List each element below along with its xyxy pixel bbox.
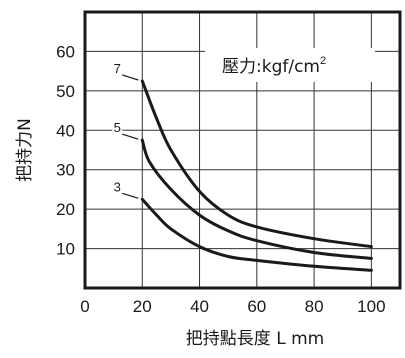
annotation-background <box>205 48 375 82</box>
annotation-main-text: 壓力:kgf/cm <box>222 57 320 77</box>
x-tick-label: 100 <box>357 297 385 316</box>
series-line-3 <box>140 197 373 272</box>
y-tick-label: 10 <box>56 240 75 259</box>
y-tick-label: 20 <box>56 200 75 219</box>
series-label-5: 5 <box>114 120 121 135</box>
series-line-5 <box>140 138 373 260</box>
series-leader-line <box>122 74 139 81</box>
plot-frame <box>83 10 402 290</box>
y-tick-label: 30 <box>56 161 75 180</box>
x-tick-label: 40 <box>190 297 209 316</box>
series-label-7: 7 <box>114 61 121 76</box>
y-tick-label: 60 <box>56 42 75 61</box>
annotation-superscript: 2 <box>320 55 326 67</box>
series-lines: 7 5 3 <box>111 61 373 272</box>
series-leader-line <box>122 192 139 199</box>
x-tick-labels: 0 20 40 60 80 100 <box>80 297 385 316</box>
x-tick-label: 20 <box>133 297 152 316</box>
series-line-7 <box>140 79 373 249</box>
series-leader-line <box>122 133 139 140</box>
y-axis-label: 把持力N <box>15 118 35 182</box>
x-tick-label: 0 <box>80 297 89 316</box>
y-tick-label: 40 <box>56 121 75 140</box>
series-label-3: 3 <box>114 179 121 194</box>
annotation: 壓力:kgf/cm2 <box>205 48 375 82</box>
x-axis-label: 把持點長度 L mm <box>186 329 324 349</box>
pressure-annotation: 壓力:kgf/cm2 <box>222 55 326 77</box>
x-tick-label: 80 <box>305 297 324 316</box>
y-tick-label: 50 <box>56 82 75 101</box>
y-tick-labels: 10 20 30 40 50 60 <box>56 42 75 258</box>
x-tick-label: 60 <box>247 297 266 316</box>
